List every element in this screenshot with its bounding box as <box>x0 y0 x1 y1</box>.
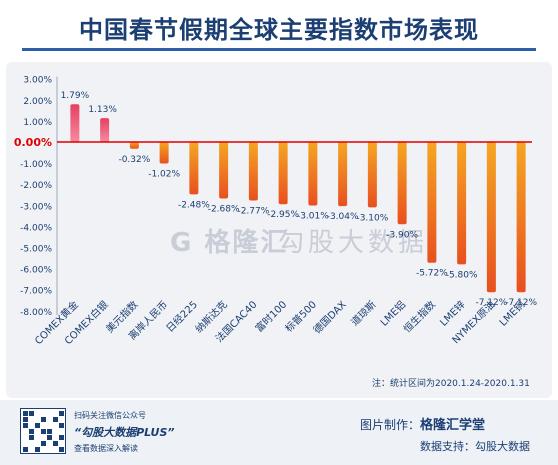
bar-7 <box>278 142 288 205</box>
data-label: -7.12% <box>475 298 507 308</box>
footer-account: “勾股大数据PLUS” <box>74 426 175 439</box>
bar-0 <box>70 104 80 142</box>
bar-11 <box>397 142 407 225</box>
qr-code-icon <box>20 408 66 454</box>
y-tick-label: -6.00% <box>20 266 52 276</box>
data-label: -2.77% <box>237 206 269 216</box>
qr-cell <box>59 447 64 452</box>
qr-cell <box>41 417 46 422</box>
data-label: 1.13% <box>88 105 117 115</box>
data-label: -0.32% <box>118 155 150 165</box>
y-tick-label: 2.00% <box>23 97 52 107</box>
x-tick-label: 富时100 <box>252 298 289 335</box>
qr-cell <box>29 411 34 416</box>
qr-cell <box>29 429 34 434</box>
qr-cell <box>35 423 40 428</box>
data-label: -2.68% <box>208 205 240 215</box>
x-tick-label: 道琼斯 <box>348 298 378 328</box>
qr-cell <box>53 441 58 446</box>
bar-5 <box>219 142 229 199</box>
qr-cell <box>59 423 64 428</box>
y-tick-label: -8.00% <box>20 308 52 318</box>
qr-cell <box>23 411 28 416</box>
qr-cell <box>41 429 46 434</box>
y-tick-label: -2.00% <box>20 181 52 191</box>
y-tick-label: -1.00% <box>20 160 52 170</box>
credit-support: 数据支持：勾股大数据 <box>420 438 530 454</box>
y-tick-label: -5.00% <box>20 245 52 255</box>
footnote: 注：统计区间为2020.1.24-2020.1.31 <box>372 379 530 389</box>
x-tick-label: LME锌 <box>437 298 468 329</box>
data-label: -2.48% <box>178 200 210 210</box>
x-tick-label: LME铝 <box>378 299 408 329</box>
qr-cell <box>53 417 58 422</box>
qr-cell <box>47 429 52 434</box>
qr-cell <box>59 435 64 440</box>
qr-cell <box>47 435 52 440</box>
footer <box>0 400 558 465</box>
y-tick-label: 3.00% <box>23 76 52 86</box>
data-label: -3.01% <box>297 212 329 222</box>
credit-maker-value: 格隆汇学堂 <box>420 418 486 433</box>
data-label: 1.79% <box>61 91 90 101</box>
bar-2 <box>129 142 139 149</box>
watermark-product: 勾股大数据 <box>278 228 429 258</box>
data-label: -5.80% <box>446 270 478 280</box>
data-label: -3.90% <box>386 230 418 240</box>
y-tick-label: -7.00% <box>20 287 52 297</box>
footer-scan-text: 扫码关注微信公众号 <box>74 411 146 420</box>
bar-chart: 3.00% 2.00% 1.00% 0.00% -1.00% -2.00% -3.00% -4… <box>14 76 538 347</box>
qr-cell <box>35 447 40 452</box>
data-label: -5.72% <box>416 269 448 279</box>
data-label: -3.10% <box>356 213 388 223</box>
qr-cell <box>23 423 28 428</box>
qr-cell <box>23 447 28 452</box>
data-label: -2.95% <box>267 210 299 220</box>
y-tick-label: 0.00% <box>14 136 52 149</box>
credit-support-label: 数据支持： <box>420 440 475 453</box>
bar-12 <box>427 142 437 263</box>
data-label: -7.12% <box>505 298 537 308</box>
bar-3 <box>159 142 169 164</box>
bar-4 <box>189 142 199 195</box>
data-label: -3.04% <box>327 212 359 222</box>
bar-13 <box>457 142 467 265</box>
x-tick-label: 德国DAX <box>310 298 348 336</box>
footer-desc: 查看数据深入解读 <box>74 444 138 453</box>
data-label: -1.02% <box>148 170 180 180</box>
y-tick-label: -4.00% <box>20 223 52 233</box>
credit-support-value: 勾股大数据 <box>475 440 530 453</box>
qr-cell <box>23 417 28 422</box>
bar-15 <box>516 142 526 293</box>
bar-14 <box>486 142 496 293</box>
bar-9 <box>338 142 348 207</box>
bar-10 <box>367 142 377 208</box>
bar-6 <box>248 142 258 201</box>
x-tick-label: 恒生指数 <box>401 298 438 335</box>
y-tick-label: -3.00% <box>20 202 52 212</box>
qr-cell <box>41 441 46 446</box>
qr-cell <box>59 411 64 416</box>
qr-cell <box>29 435 34 440</box>
watermark-brand: G 格隆汇 <box>170 228 289 258</box>
chart-title: 中国春节假期全球主要指数市场表现 <box>79 16 479 44</box>
y-tick-label: 1.00% <box>23 118 52 128</box>
credit-maker-label: 图片制作： <box>360 418 421 432</box>
credit-maker: 图片制作：格隆汇学堂 <box>360 414 485 433</box>
bar-8 <box>308 142 318 206</box>
title-underline <box>22 48 536 51</box>
bar-1 <box>100 118 110 142</box>
